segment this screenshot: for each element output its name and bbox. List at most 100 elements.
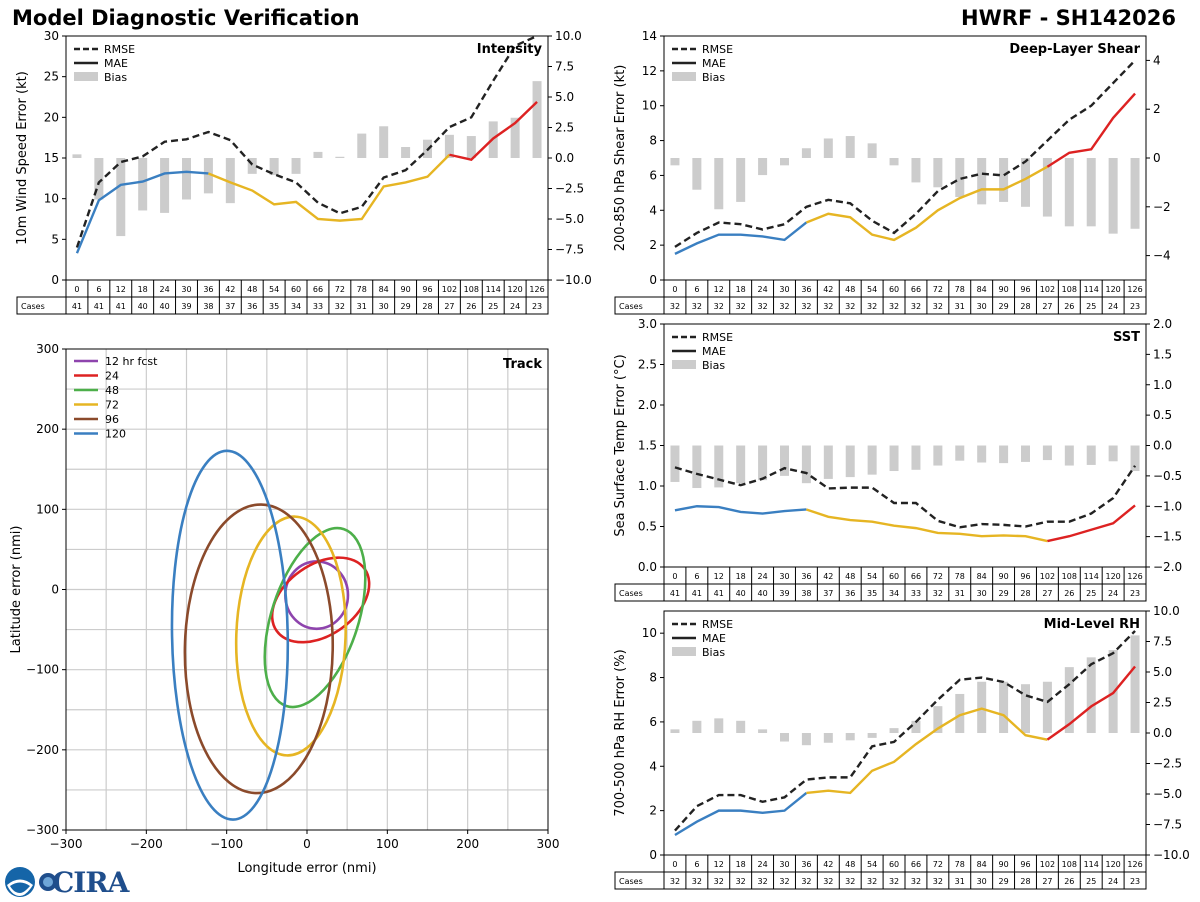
y-tick-label: 10 [642, 99, 657, 113]
bias-bar [379, 126, 389, 158]
hour-label: 36 [801, 860, 811, 869]
y2-tick-label: −2.5 [555, 182, 584, 196]
legend-rmse-label: RMSE [702, 331, 733, 344]
hour-label: 90 [998, 860, 1008, 869]
hour-label: 42 [823, 285, 833, 294]
case-count: 32 [823, 302, 833, 311]
hour-label: 96 [422, 285, 432, 294]
bias-bar [823, 138, 833, 158]
y2-tick-label: 1.5 [1153, 347, 1172, 361]
y2-tick-label: 10.0 [1153, 604, 1180, 618]
y-axis-label: 700-500 hPa RH Error (%) [613, 649, 628, 816]
case-count: 26 [1064, 589, 1074, 598]
bias-bar [692, 158, 702, 190]
bias-bar [889, 445, 899, 472]
bias-bar [1064, 445, 1074, 466]
bias-bar [466, 136, 476, 158]
hours-cases-table: Cases 0 32 6 32 12 32 18 32 24 32 30 32 36 32 42 32 48 32 5… [614, 854, 1147, 890]
hour-label: 66 [313, 285, 323, 294]
case-count: 41 [116, 302, 126, 311]
case-count: 32 [779, 302, 789, 311]
hour-label: 120 [1105, 285, 1120, 294]
hour-label: 126 [1127, 572, 1142, 581]
y-tick-label: 1.0 [638, 479, 657, 493]
mae-line-segment [806, 508, 1048, 543]
legend-bias-swatch [672, 647, 696, 656]
hour-label: 96 [1020, 285, 1030, 294]
case-count: 26 [1064, 877, 1074, 886]
y-tick-label: 2 [649, 238, 657, 252]
case-count: 32 [736, 302, 746, 311]
bias-bar [94, 158, 104, 200]
y2-tick-label: −2.0 [1153, 560, 1182, 574]
bias-bar [867, 733, 877, 738]
hour-label: 108 [464, 285, 479, 294]
hour-label: 30 [181, 285, 191, 294]
hour-label: 54 [867, 285, 877, 294]
legend-label: 24 [105, 370, 119, 383]
case-count: 23 [1130, 589, 1140, 598]
bias-bar [357, 133, 367, 158]
bias-bar [225, 158, 235, 204]
case-count: 31 [955, 302, 965, 311]
y-tick-label: 8 [649, 671, 657, 685]
hour-label: 78 [357, 285, 367, 294]
hour-label: 66 [911, 572, 921, 581]
bias-bar [335, 156, 345, 158]
x-tick-label: 300 [537, 837, 560, 851]
hour-label: 114 [1084, 285, 1099, 294]
bias-bar [933, 445, 943, 466]
hour-label: 66 [911, 285, 921, 294]
bias-bar [736, 158, 746, 202]
y-axis-label: 200-850 hPa Shear Error (kt) [613, 65, 628, 252]
bias-bar [933, 706, 943, 733]
bias-bar [692, 720, 702, 733]
y2-tick-label: 5.0 [555, 90, 574, 104]
case-count: 32 [670, 877, 680, 886]
hour-label: 120 [1105, 860, 1120, 869]
panel-rh: 0246810−10.0−7.5−5.0−2.50.02.55.07.510.0… [613, 604, 1190, 890]
mae-line-segment [75, 170, 209, 254]
bias-bar [670, 729, 680, 733]
bias-bar [911, 158, 921, 183]
y2-tick-label: 0.5 [1153, 408, 1172, 422]
bias-bar [116, 158, 126, 237]
legend-label: 120 [105, 428, 126, 441]
case-count: 32 [692, 302, 702, 311]
y2-tick-label: 2 [1153, 102, 1161, 116]
x-tick-label: 0 [303, 837, 311, 851]
bias-bar [313, 151, 323, 158]
case-count: 32 [335, 302, 345, 311]
legend-bias-swatch [74, 72, 98, 81]
bias-bar [758, 445, 768, 481]
case-count: 29 [998, 589, 1008, 598]
case-count: 40 [736, 589, 746, 598]
hour-label: 24 [757, 572, 767, 581]
case-count: 30 [977, 302, 987, 311]
x-tick-label: 100 [376, 837, 399, 851]
y-tick-label: 2.0 [638, 398, 657, 412]
case-count: 40 [757, 589, 767, 598]
y-tick-label: 20 [44, 110, 59, 124]
case-count: 32 [845, 877, 855, 886]
hour-label: 6 [694, 860, 699, 869]
case-count: 40 [159, 302, 169, 311]
hour-label: 48 [247, 285, 257, 294]
legend-bias-label: Bias [702, 359, 725, 372]
case-count: 33 [911, 589, 921, 598]
y-tick-label: 25 [44, 70, 59, 84]
bias-bar [1130, 445, 1140, 472]
y-tick-label: 8 [649, 134, 657, 148]
bias-bar [1064, 667, 1074, 733]
y-tick-label: 2 [649, 804, 657, 818]
y2-tick-label: 1.0 [1153, 378, 1172, 392]
hour-label: 108 [1062, 860, 1077, 869]
case-count: 37 [823, 589, 833, 598]
bias-bar [1086, 445, 1096, 465]
bias-bar [780, 158, 789, 166]
legend-mae-label: MAE [702, 345, 726, 358]
case-count: 36 [247, 302, 257, 311]
bias-bar [801, 445, 811, 484]
